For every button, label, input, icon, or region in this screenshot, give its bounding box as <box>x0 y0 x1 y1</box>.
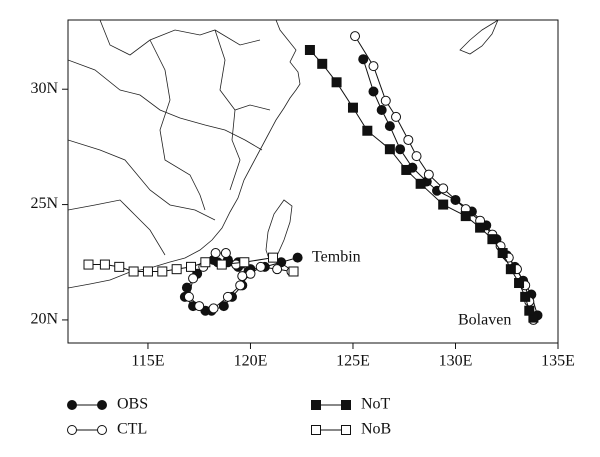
x-tick-label: 130E <box>439 353 473 370</box>
track-annotation: Bolaven <box>458 312 511 329</box>
track-annotation: Tembin <box>312 249 361 266</box>
track-point <box>218 301 229 312</box>
track-point <box>200 257 211 268</box>
province-border <box>149 39 206 211</box>
track-point <box>157 266 168 277</box>
legend-marker <box>67 425 77 435</box>
track-point <box>99 259 110 270</box>
province-border <box>229 109 241 191</box>
track-point <box>384 144 395 155</box>
track-point <box>171 264 182 275</box>
legend-marker <box>311 425 321 435</box>
track-point <box>222 291 233 302</box>
track-point <box>142 266 153 277</box>
y-tick-label: 30N <box>30 80 58 97</box>
track-point <box>401 164 412 175</box>
track-point <box>220 248 231 259</box>
legend-item: NoT <box>311 396 391 413</box>
legend-item: OBS <box>67 396 148 413</box>
track-point <box>237 271 248 282</box>
legend-label: CTL <box>117 421 147 438</box>
map-background <box>68 20 499 289</box>
track-point <box>368 86 379 97</box>
track-point <box>304 44 315 55</box>
track-point <box>292 252 303 263</box>
track-point <box>114 261 125 272</box>
track-point <box>347 102 358 113</box>
track-point <box>208 303 219 314</box>
track-point <box>83 259 94 270</box>
x-tick-label: 120E <box>234 353 268 370</box>
track-point <box>186 261 197 272</box>
track-point <box>376 104 387 115</box>
track-point <box>216 259 227 270</box>
japan-island <box>459 20 499 55</box>
track-point <box>362 125 373 136</box>
track-point <box>288 266 299 277</box>
track-point <box>395 144 406 155</box>
track-point <box>239 257 250 268</box>
y-tick-label: 20N <box>30 311 58 328</box>
legend-label: NoB <box>361 421 391 438</box>
province-border <box>68 139 216 221</box>
province-border <box>214 29 271 111</box>
x-tick-label: 125E <box>336 353 370 370</box>
track-point <box>235 280 246 291</box>
province-border <box>99 20 261 56</box>
track-point <box>380 95 391 106</box>
track-point <box>438 183 449 194</box>
y-tick-label: 25N <box>30 195 58 212</box>
track-point <box>210 248 221 259</box>
track-point <box>272 264 283 275</box>
track-point <box>194 301 205 312</box>
legend-marker <box>311 400 321 410</box>
track-point <box>183 291 194 302</box>
legend-item: NoB <box>311 421 391 438</box>
legend-item: CTL <box>67 421 147 438</box>
track-point <box>268 252 279 263</box>
track-point <box>460 211 471 222</box>
track-point <box>331 77 342 88</box>
track-point <box>415 178 426 189</box>
coastline <box>68 20 301 289</box>
track-point <box>411 151 422 162</box>
track-point <box>317 58 328 69</box>
track-point <box>255 261 266 272</box>
track-point <box>487 234 498 245</box>
track-point <box>391 111 402 122</box>
legend-marker <box>67 400 77 410</box>
track-point <box>350 31 361 42</box>
legend-marker <box>97 425 107 435</box>
province-border <box>68 199 166 256</box>
track-point <box>438 199 449 210</box>
track-point <box>475 222 486 233</box>
plot-frame <box>67 19 559 344</box>
track-point <box>505 264 516 275</box>
track-point <box>358 54 369 65</box>
track-point <box>384 121 395 132</box>
province-border <box>68 59 263 151</box>
legend-marker <box>97 400 107 410</box>
track-point <box>520 291 531 302</box>
legend-marker <box>341 400 351 410</box>
track-point <box>368 61 379 72</box>
track-point <box>524 305 535 316</box>
track-point <box>128 266 139 277</box>
track-point <box>497 248 508 259</box>
track-point <box>245 268 256 279</box>
track-point <box>231 259 242 270</box>
legend-marker <box>341 425 351 435</box>
track-point <box>188 273 199 284</box>
x-tick-label: 115E <box>131 353 164 370</box>
legend-label: OBS <box>117 396 148 413</box>
track-point <box>403 134 414 145</box>
legend-label: NoT <box>361 396 391 413</box>
track-point <box>514 278 525 289</box>
track-point <box>423 169 434 180</box>
x-tick-label: 135E <box>541 353 575 370</box>
